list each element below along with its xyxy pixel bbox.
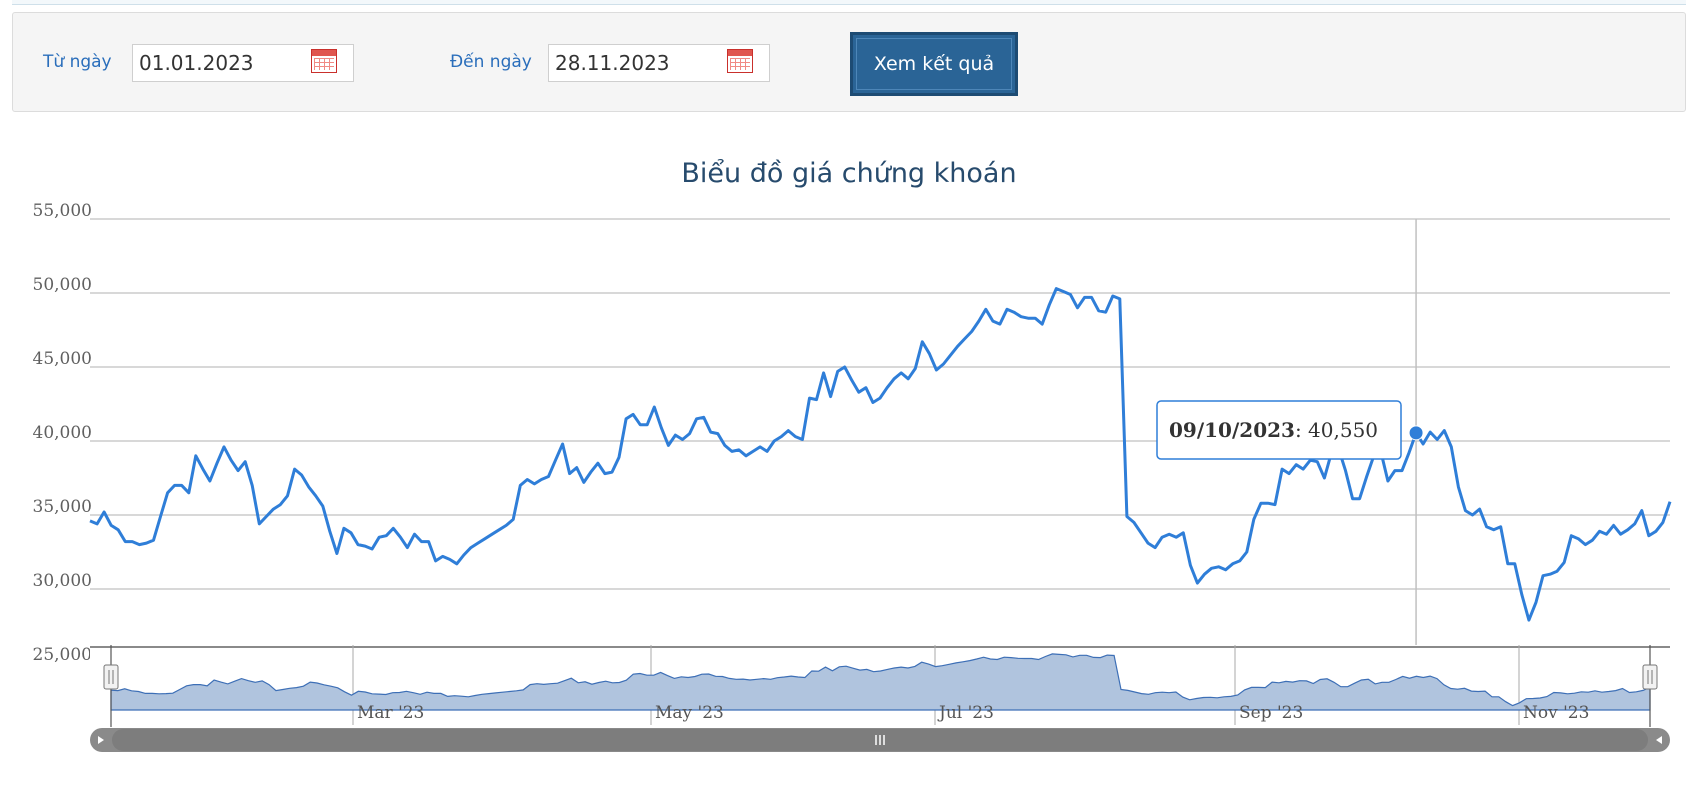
navigator-label: May '23 [655,703,724,723]
y-tick-label: 25,000 [33,645,92,665]
chart-title: Biểu đồ giá chứng khoán [681,158,1016,189]
scroll-right-arrow-icon[interactable] [1656,736,1662,744]
scroll-left-arrow-icon[interactable] [98,736,104,744]
to-date-label: Đến ngày [450,52,532,72]
tooltip-value: 40,550 [1308,418,1378,442]
y-axis-labels: 55,000 50,000 45,000 40,000 35,000 30,000 25,0… [33,201,92,665]
navigator-left-handle[interactable] [103,664,119,690]
y-tick-label: 30,000 [33,571,92,591]
top-border [12,0,1686,5]
to-calendar-icon[interactable] [727,49,753,73]
gridlines [90,218,1670,664]
from-date-label: Từ ngày [43,52,112,72]
y-tick-label: 55,000 [33,201,92,221]
navigator: Mar '23 May '23 Jul '23 Sep '23 Nov '23 [90,645,1670,727]
navigator-label: Mar '23 [357,703,424,723]
stock-price-chart: Biểu đồ giá chứng khoán 55,000 50,000 45,0… [33,158,1672,752]
navigator-label: Nov '23 [1523,703,1589,723]
view-results-label: Xem kết quả [873,53,995,75]
y-tick-label: 45,000 [33,349,92,369]
tooltip: 09/10/2023: 40,550 [1156,400,1402,460]
navigator-area [110,653,1651,711]
view-results-button[interactable]: Xem kết quả [850,32,1018,96]
navigator-label: Sep '23 [1239,703,1303,723]
hover-point[interactable] [1408,425,1424,441]
y-tick-label: 35,000 [33,497,92,517]
navigator-label: Jul '23 [937,703,994,723]
from-calendar-icon[interactable] [311,49,337,73]
tooltip-text: 09/10/2023: 40,550 [1169,418,1378,442]
navigator-labels: Mar '23 May '23 Jul '23 Sep '23 Nov '23 [357,703,1589,723]
y-tick-label: 40,000 [33,423,92,443]
tooltip-date: 09/10/2023 [1169,418,1295,442]
navigator-right-handle[interactable] [1642,664,1658,690]
scrollbar [90,728,1670,752]
price-series-line[interactable] [89,287,1672,622]
y-tick-label: 50,000 [33,275,92,295]
tooltip-box [1156,400,1402,460]
